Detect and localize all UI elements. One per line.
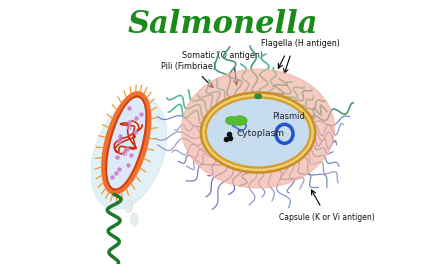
Ellipse shape (182, 69, 335, 188)
Ellipse shape (131, 214, 137, 225)
Ellipse shape (102, 92, 151, 194)
Ellipse shape (91, 98, 167, 209)
Ellipse shape (203, 95, 313, 170)
Ellipse shape (208, 99, 308, 166)
Ellipse shape (126, 201, 132, 212)
Ellipse shape (106, 96, 146, 190)
Ellipse shape (125, 200, 132, 212)
Ellipse shape (205, 97, 311, 168)
Ellipse shape (255, 94, 259, 99)
Ellipse shape (258, 94, 261, 99)
Text: Salmonella: Salmonella (127, 8, 318, 39)
Text: Flagella (H antigen): Flagella (H antigen) (261, 39, 340, 48)
Ellipse shape (200, 92, 316, 173)
Text: Capsule (K or Vi antigen): Capsule (K or Vi antigen) (279, 213, 375, 222)
Text: Pili (Fimbriae): Pili (Fimbriae) (161, 61, 216, 70)
Ellipse shape (108, 98, 145, 188)
Text: Cytoplasm: Cytoplasm (237, 129, 285, 138)
Ellipse shape (232, 116, 247, 125)
Text: Plasmid: Plasmid (273, 112, 305, 121)
Text: Somatic (O antigen): Somatic (O antigen) (182, 51, 263, 60)
Ellipse shape (131, 214, 138, 226)
Ellipse shape (226, 117, 238, 125)
